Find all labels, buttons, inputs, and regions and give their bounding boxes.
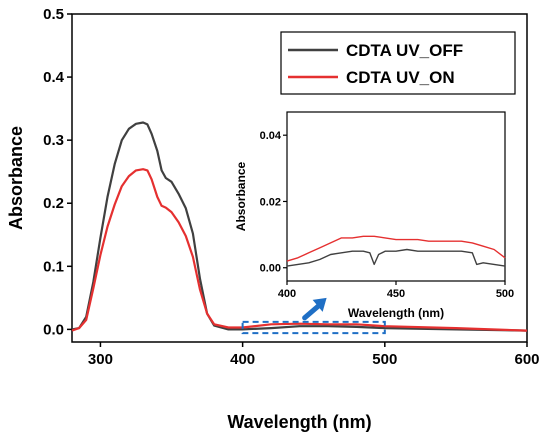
inset-series-line-cdta-uv-off — [286, 248, 506, 267]
inset-x-axis-title: Wavelength (nm) — [348, 306, 444, 320]
legend-frame — [280, 31, 516, 95]
inset-plot: 400 450 500 0.00 0.02 0.04 Wavelength (nm) Ab… — [234, 111, 515, 320]
y-tick-label: 0.0 — [43, 321, 64, 338]
y-axis-title: Absorbance — [6, 126, 26, 230]
inset-y-tick-label: 0.00 — [260, 263, 281, 275]
inset-y-tick-label: 0.02 — [260, 196, 281, 208]
main-series-lines — [71, 121, 528, 332]
main-plot: 300 400 500 600 0.0 0.1 0.2 0.3 0.4 0.5 Wavelengt… — [6, 6, 540, 432]
inset-y-tick-label: 0.04 — [260, 130, 282, 142]
legend: CDTA UV_OFF CDTA UV_ON — [280, 31, 516, 95]
zoom-highlight-box — [241, 320, 386, 335]
x-axis-title: Wavelength (nm) — [227, 412, 371, 432]
y-tick-label: 0.2 — [43, 195, 64, 212]
inset-series-lines — [286, 235, 506, 267]
inset-y-axis-title: Absorbance — [234, 162, 248, 232]
x-tick-label: 600 — [514, 351, 539, 368]
main-axis-ticks: 300 400 500 600 0.0 0.1 0.2 0.3 0.4 0.5 — [43, 6, 539, 368]
y-tick-label: 0.3 — [43, 132, 64, 149]
inset-plot-frame — [286, 111, 506, 282]
series-line-cdta-uv-off — [71, 121, 528, 332]
zoom-arrow-icon — [302, 297, 327, 321]
legend-label-uv-on: CDTA UV_ON — [346, 68, 455, 87]
y-tick-label: 0.1 — [43, 258, 64, 275]
inset-x-tick-label: 500 — [496, 288, 514, 300]
inset-x-tick-label: 400 — [278, 288, 296, 300]
legend-label-uv-off: CDTA UV_OFF — [346, 41, 463, 60]
series-line-cdta-uv-on — [71, 168, 528, 332]
y-tick-label: 0.5 — [43, 6, 64, 23]
main-plot-frame — [71, 13, 528, 343]
x-tick-label: 400 — [230, 351, 255, 368]
inset-axis-ticks: 400 450 500 0.00 0.02 0.04 — [260, 130, 515, 300]
y-tick-label: 0.4 — [43, 69, 65, 86]
x-tick-label: 300 — [88, 351, 113, 368]
inset-series-line-cdta-uv-on — [286, 235, 506, 262]
x-tick-label: 500 — [372, 351, 397, 368]
inset-x-tick-label: 450 — [387, 288, 405, 300]
